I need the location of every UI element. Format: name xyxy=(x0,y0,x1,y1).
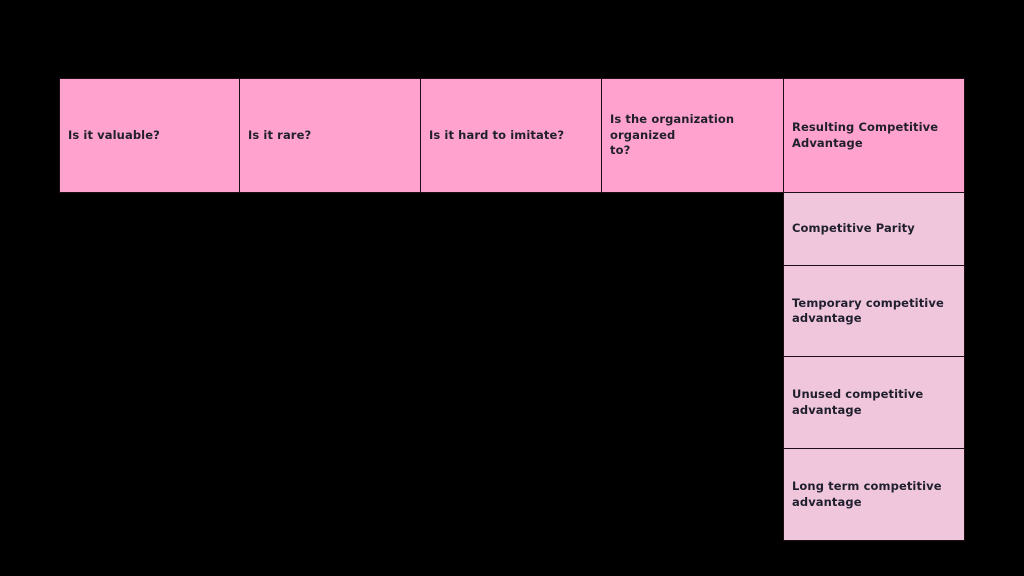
header-cell-valuable[interactable]: Is it valuable? xyxy=(59,78,240,193)
result-cell-temporary-advantage[interactable]: Temporary competitive advantage xyxy=(783,265,965,357)
header-cell-organization-organized[interactable]: Is the organization organized to? xyxy=(601,78,784,193)
result-cell-unused-advantage[interactable]: Unused competitive advantage xyxy=(783,356,965,449)
result-cell-competitive-parity[interactable]: Competitive Parity xyxy=(783,192,965,266)
result-cell-long-term-advantage[interactable]: Long term competitive advantage xyxy=(783,448,965,541)
header-cell-hard-to-imitate[interactable]: Is it hard to imitate? xyxy=(420,78,602,193)
header-cell-resulting-advantage[interactable]: Resulting Competitive Advantage xyxy=(783,78,965,193)
header-cell-rare[interactable]: Is it rare? xyxy=(239,78,421,193)
